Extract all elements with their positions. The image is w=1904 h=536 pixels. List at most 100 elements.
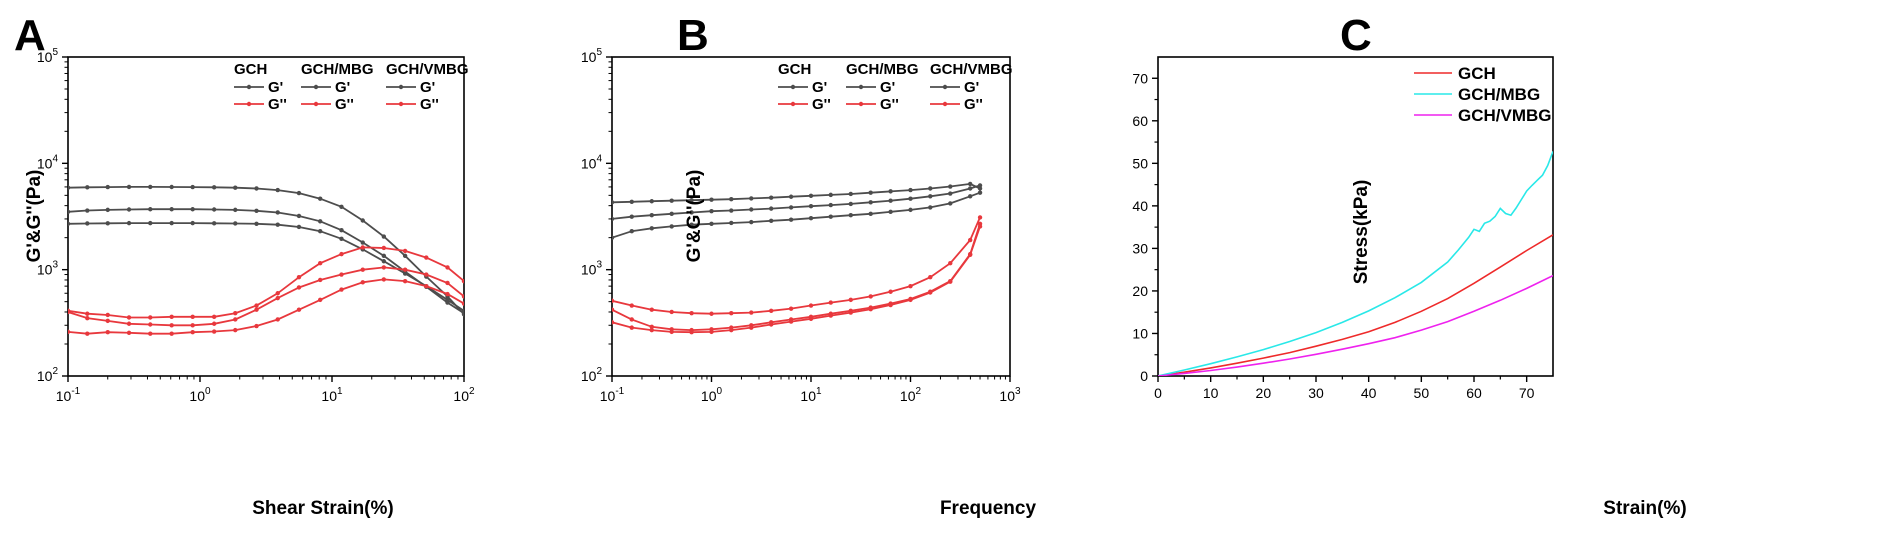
legend-item-label: GCH [1458,64,1496,83]
data-point-gch-gdoubleprime [928,274,933,280]
data-point-gch-gprime [808,193,814,199]
x-tick-label-b-base: 10 [999,388,1015,404]
data-point-gch-mbg-gdoubleprime [105,318,110,324]
series-line-gch-mbg [1158,151,1553,376]
data-point-gch-gprime [105,184,110,190]
series-line-gch-gdoubleprime [612,217,981,315]
data-point-gch-mbg-gprime [669,211,674,217]
data-point-gch-vmbg-gdoubleprime [105,330,110,335]
data-point-gch-gdoubleprime [445,265,450,270]
data-point-gch-mbg-gprime [169,207,174,212]
data-point-gch-vmbg-gprime [148,220,153,226]
data-point-gch-vmbg-gdoubleprime [445,291,450,297]
data-point-gch-mbg-gdoubleprime [424,272,429,277]
data-point-gch-vmbg-gprime [254,221,259,226]
data-point-gch-gprime [629,199,634,204]
x-tick-label-a-base: 10 [189,388,205,404]
data-point-gch-gdoubleprime [612,298,615,303]
x-tick-label-b-base: 10 [600,388,616,404]
data-point-gch-vmbg-gdoubleprime [928,290,933,295]
data-point-gch-vmbg-gprime [967,194,973,199]
y-tick-label-a-base: 10 [37,368,53,384]
data-point-gch-mbg-gprime [254,208,259,213]
series-line-gch-vmbg-gprime [612,191,981,239]
data-point-gch-gprime [275,187,280,193]
legend-item-label: G'' [420,96,439,113]
data-point-gch-gdoubleprime [729,310,734,316]
legend-group-head: GCH [778,61,811,78]
y-tick-label-c: 50 [1132,155,1148,171]
data-point-gch-gprime [126,184,132,190]
data-point-gch-vmbg-gdoubleprime [768,322,774,327]
data-point-gch-vmbg-gprime [190,220,195,226]
y-tick-label-a-exp: 2 [52,366,58,377]
data-point-gch-vmbg-gprime [381,259,387,264]
data-point-gch-gdoubleprime [461,278,464,284]
data-point-gch-mbg-gdoubleprime [254,307,259,312]
data-point-gch-mbg-gdoubleprime [381,265,387,270]
data-point-gch-vmbg-gprime [788,217,794,222]
data-point-gch-vmbg-gdoubleprime [169,331,174,336]
data-point-gch-vmbg-gprime [445,297,450,303]
axes-frame-a [67,56,465,377]
data-point-gch-gdoubleprime [339,251,344,257]
legend-group-head: GCH [234,61,267,78]
x-tick-label-c: 20 [1256,385,1272,401]
data-point-gch-gprime [169,184,174,190]
y-tick-label-a: 104 [37,153,59,171]
data-point-gch-vmbg-gdoubleprime [948,279,953,284]
data-point-gch-mbg-gdoubleprime [190,323,195,328]
data-point-gch-mbg-gprime [908,196,913,201]
data-point-gch-mbg-gdoubleprime [445,280,450,286]
x-tick-label-b-exp: 3 [1015,386,1021,397]
y-tick-label-c: 0 [1140,368,1148,384]
data-point-gch-gprime [233,185,238,190]
x-axis-title-a: Shear Strain(%) [252,498,393,519]
data-point-gch-gdoubleprime [148,315,153,320]
data-point-gch-gprime [402,253,408,259]
data-point-gch-gdoubleprime [967,237,973,243]
data-point-gch-gdoubleprime [360,245,365,250]
y-tick-label-a-base: 10 [37,262,53,278]
x-tick-label-a: 101 [321,386,343,404]
y-tick-label-b-exp: 4 [596,153,602,164]
data-point-gch-gprime [788,194,794,199]
data-point-gch-gdoubleprime [381,245,387,251]
y-axis-title-b: G'&G''(Pa) [684,170,705,263]
data-point-gch-vmbg-gdoubleprime [402,278,408,284]
y-tick-label-b-base: 10 [581,49,597,65]
data-point-gch-vmbg-gdoubleprime [360,280,365,285]
data-point-gch-mbg-gprime [928,194,933,199]
data-point-gch-gprime [828,192,833,198]
y-tick-label-b: 104 [581,153,603,171]
x-tick-label-c: 50 [1414,385,1430,401]
legend-swatch-marker [398,84,404,90]
y-axis-title-c: Stress(kPa) [1351,180,1372,285]
data-point-gch-mbg-gdoubleprime [318,277,323,283]
data-point-gch-gdoubleprime [424,255,429,260]
data-point-gch-mbg-gprime [948,191,953,196]
y-tick-label-a: 105 [37,47,59,65]
series-line-gch-mbg-gdoubleprime [68,266,464,327]
legend-item-label: G'' [268,96,287,113]
data-point-gch-mbg-gprime [808,204,814,209]
data-point-gch-mbg-gprime [68,209,71,215]
legend-item-label: G' [812,79,827,96]
data-point-gch-vmbg-gprime [649,226,654,231]
axes-frame-c [1157,56,1554,377]
data-point-gch-gdoubleprime [808,303,814,308]
y-tick-label-c: 10 [1132,325,1148,341]
y-tick-label-a-base: 10 [37,49,53,65]
y-tick-label-a-exp: 5 [52,47,58,58]
data-point-gch-mbg-gprime [888,198,893,203]
data-point-gch-vmbg-gdoubleprime [977,224,983,229]
x-tick-label-b: 100 [701,386,723,404]
x-tick-label-b: 102 [900,386,922,404]
data-point-gch-vmbg-gdoubleprime [190,330,195,335]
data-point-gch-mbg-gprime [381,253,387,259]
data-point-gch-mbg-gprime [749,207,754,212]
data-point-gch-vmbg-gprime [275,222,280,227]
